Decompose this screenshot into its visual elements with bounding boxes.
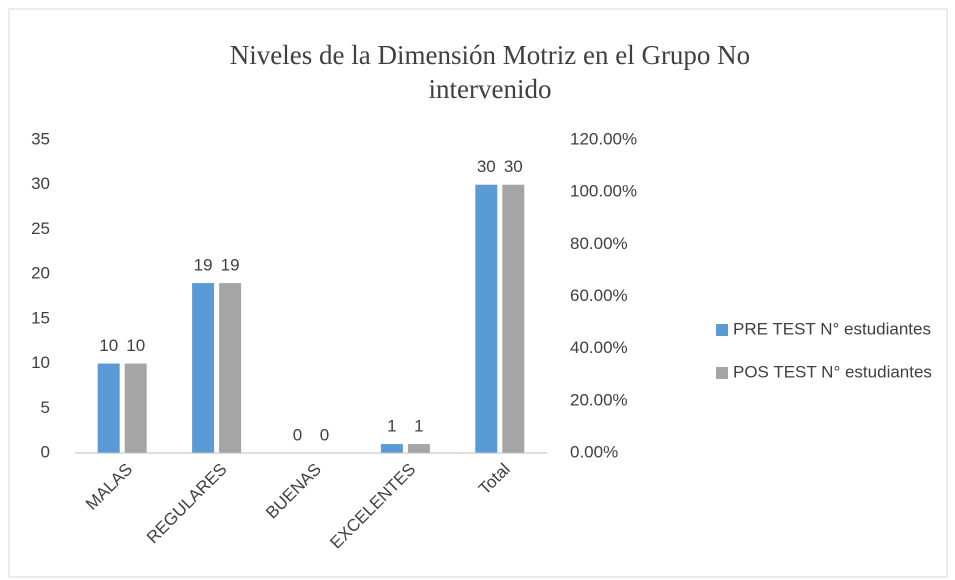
bar (219, 283, 242, 453)
y2-tick-label: 40.00% (570, 338, 628, 357)
y-tick-label: 15 (31, 308, 50, 327)
bar (380, 444, 403, 453)
legend-swatch (716, 367, 728, 379)
y-tick-label: 20 (31, 264, 50, 283)
data-label: 19 (194, 256, 213, 275)
data-label: 0 (320, 425, 329, 444)
data-label: 10 (126, 336, 145, 355)
legend-label: POS TEST N° estudiantes (733, 362, 932, 381)
data-label: 19 (221, 256, 240, 275)
y2-tick-label: 80.00% (570, 234, 628, 253)
bar (192, 283, 215, 453)
y2-tick-label: 60.00% (570, 286, 628, 305)
chart-title: Niveles de la Dimensión Motriz en el Gru… (229, 40, 751, 104)
y2-tick-label: 0.00% (570, 442, 618, 461)
data-label: 1 (414, 417, 423, 436)
y-tick-label: 25 (31, 219, 50, 238)
bar (502, 184, 525, 453)
data-label: 1 (387, 417, 396, 436)
legend-swatch (716, 324, 728, 336)
bar (407, 444, 430, 453)
bar (475, 184, 498, 453)
y2-tick-label: 20.00% (570, 390, 628, 409)
bar (97, 363, 120, 453)
legend-label: PRE TEST N° estudiantes (733, 319, 931, 338)
y-tick-label: 30 (31, 174, 50, 193)
data-label: 30 (504, 157, 523, 176)
bar (124, 363, 147, 453)
data-label: 30 (477, 157, 496, 176)
y2-tick-label: 120.00% (570, 129, 637, 148)
y-tick-label: 10 (31, 353, 50, 372)
data-label: 10 (99, 336, 118, 355)
y-tick-label: 35 (31, 129, 50, 148)
data-label: 0 (293, 425, 302, 444)
y-tick-label: 5 (41, 398, 50, 417)
y-tick-label: 0 (41, 442, 50, 461)
y2-tick-label: 100.00% (570, 182, 637, 201)
